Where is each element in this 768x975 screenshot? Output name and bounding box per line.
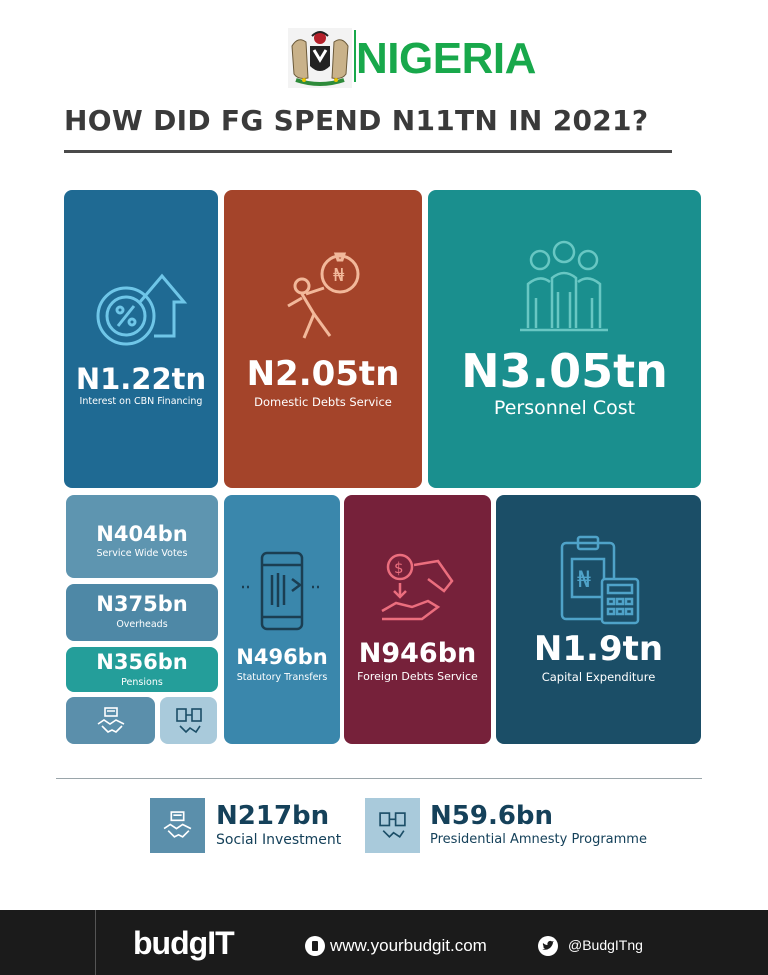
tile-amount: N404bn (96, 522, 188, 546)
tile-label: Statutory Transfers (236, 672, 328, 683)
twitter-handle[interactable]: @BudgITng (568, 937, 643, 953)
svg-text:₦: ₦ (333, 265, 345, 286)
tile-label: Domestic Debts Service (254, 395, 392, 409)
header: NIGERIA HOW DID FG SPEND N11TN IN 2021? (0, 0, 768, 160)
website-icon (305, 936, 325, 956)
tile-pensions: N356bn Pensions (66, 647, 218, 692)
country-title: NIGERIA (356, 34, 536, 83)
tile-amount: N375bn (96, 592, 188, 616)
brand-logo: budgIT (133, 925, 235, 961)
tile-label: Interest on CBN Financing (79, 396, 203, 407)
tile-amount: N356bn (96, 650, 188, 674)
tile-amount: N946bn (358, 638, 477, 669)
legend-separator (56, 778, 702, 779)
tile-label: Service Wide Votes (96, 548, 188, 559)
tile-social-investment (66, 697, 155, 744)
tile-label: Pensions (121, 677, 163, 688)
tile-overheads: N375bn Overheads (66, 584, 218, 641)
page-title: HOW DID FG SPEND N11TN IN 2021? (64, 104, 649, 137)
tile-label: Personnel Cost (493, 397, 636, 419)
tile-statutory-transfers: N496bn Statutory Transfers (224, 495, 340, 744)
document-handshake-icon (176, 708, 202, 734)
svg-text:$: $ (394, 559, 404, 577)
tile-label: Capital Expenditure (541, 670, 656, 684)
tile-capital-expenditure: ₦ N1.9tn Capital Expenditure (496, 495, 701, 744)
clipboard-calculator-icon: ₦ (560, 535, 640, 625)
tile-label: Foreign Debts Service (357, 670, 478, 683)
tile-label: Overheads (116, 619, 168, 630)
svg-text:₦: ₦ (577, 568, 591, 593)
tile-amount: N496bn (236, 645, 328, 669)
group-of-people-icon (520, 240, 608, 332)
footer-divider (95, 910, 96, 975)
tile-personnel-cost: N3.05tn Personnel Cost (428, 190, 701, 488)
header-divider (354, 30, 356, 82)
footer: budgIT www.yourbudgit.com @BudgITng (0, 910, 768, 975)
tile-amount: N1.22tn (75, 362, 207, 396)
coat-of-arms-icon (288, 28, 352, 88)
percent-house-icon (96, 273, 188, 346)
document-handshake-icon (379, 812, 406, 839)
legend-social-label: Social Investment (216, 832, 342, 848)
legend-social-swatch (150, 798, 205, 853)
dollar-hand-icon: $ (381, 553, 454, 621)
legend-social-amount: N217bn (216, 801, 330, 831)
tile-foreign-debts: $ N946bn Foreign Debts Service (344, 495, 491, 744)
twitter-icon (538, 936, 558, 956)
tile-domestic-debts: ₦ N2.05tn Domestic Debts Service (224, 190, 422, 488)
legend-amnesty-swatch (365, 798, 420, 853)
mobile-transfer-icon (242, 551, 322, 631)
handshake-icon (163, 811, 192, 838)
tile-service-wide-votes: N404bn Service Wide Votes (66, 495, 218, 578)
legend-amnesty-label: Presidential Amnesty Programme (430, 832, 647, 847)
tile-amount: N3.05tn (461, 344, 668, 398)
website-link[interactable]: www.yourbudgit.com (330, 936, 487, 955)
person-carrying-naira-bag-icon: ₦ (287, 252, 360, 339)
tile-interest-cbn: N1.22tn Interest on CBN Financing (64, 190, 218, 488)
tile-amount: N2.05tn (246, 354, 400, 394)
title-underline (64, 150, 672, 153)
handshake-icon (97, 707, 125, 733)
legend-amnesty-amount: N59.6bn (430, 801, 554, 831)
tile-amount: N1.9tn (533, 629, 664, 669)
tile-presidential-amnesty (160, 697, 217, 744)
